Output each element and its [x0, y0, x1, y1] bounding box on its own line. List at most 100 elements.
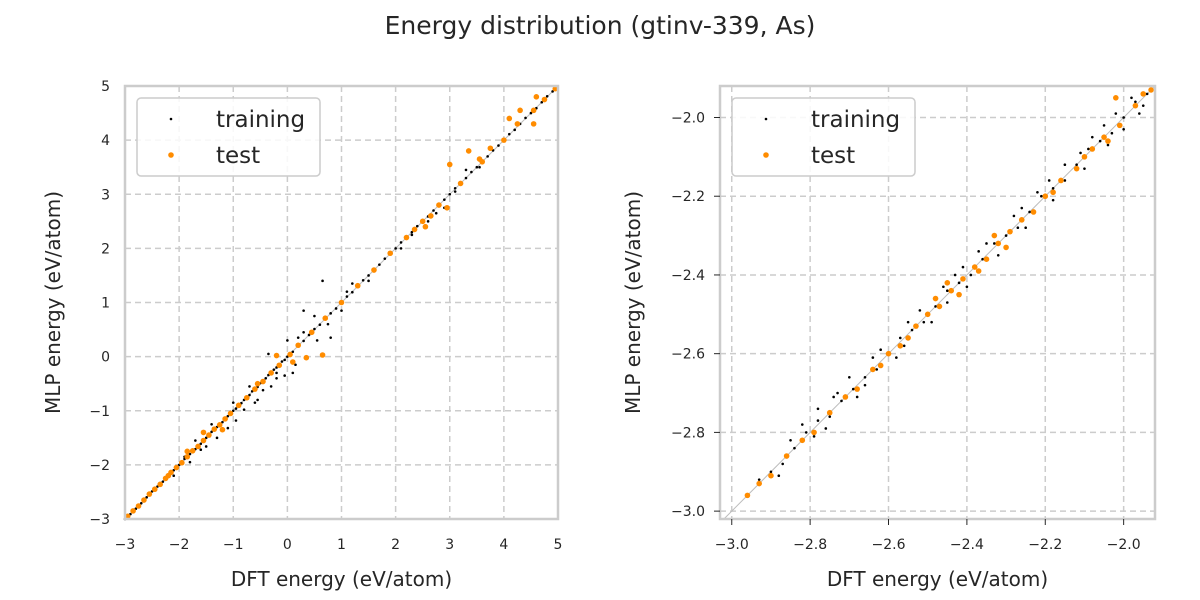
legend-label-training: training	[216, 107, 305, 133]
test-point	[744, 492, 751, 499]
y-axis-label: MLP energy (eV/atom)	[41, 191, 65, 414]
y-tick-label: 4	[101, 133, 110, 149]
y-tick-label: 5	[101, 79, 110, 95]
test-point	[811, 429, 817, 436]
training-point	[410, 230, 414, 234]
legend-marker-training	[169, 117, 173, 121]
test-point	[530, 121, 537, 127]
training-point	[1079, 151, 1082, 155]
test-point	[854, 386, 860, 392]
training-point	[524, 116, 527, 120]
y-tick-label: −2.0	[671, 110, 705, 126]
training-point	[351, 290, 354, 294]
test-point	[1140, 91, 1147, 97]
test-point	[403, 234, 410, 241]
y-tick-label: 1	[101, 296, 110, 312]
training-point	[851, 387, 855, 391]
training-point	[318, 323, 322, 326]
training-point	[816, 407, 820, 411]
training-point	[383, 257, 387, 260]
training-point	[188, 452, 192, 456]
y-tick-label: 0	[101, 350, 110, 366]
training-point	[470, 170, 473, 174]
training-point	[1063, 163, 1067, 167]
training-point	[226, 414, 230, 418]
training-point	[1138, 112, 1141, 115]
training-point	[1036, 190, 1039, 194]
y-tick-label: −2.4	[671, 268, 705, 284]
test-point	[243, 394, 250, 401]
training-point	[1047, 179, 1051, 182]
training-point	[969, 273, 973, 277]
training-point	[777, 474, 781, 478]
test-point	[268, 370, 274, 376]
test-point	[252, 386, 258, 392]
training-point	[394, 247, 397, 250]
test-point	[1116, 122, 1123, 129]
training-point	[199, 442, 203, 446]
training-point	[789, 438, 792, 442]
training-point	[194, 439, 197, 442]
y-tick-label: −2.2	[671, 189, 705, 205]
training-point	[313, 327, 316, 331]
training-point	[275, 371, 278, 375]
test-point	[444, 204, 450, 211]
test-point	[975, 268, 982, 274]
training-point	[199, 448, 203, 452]
training-point	[961, 265, 965, 269]
test-point	[124, 513, 131, 520]
training-point	[486, 155, 489, 158]
x-tick-label: 5	[554, 537, 563, 553]
training-point	[399, 247, 403, 250]
plot-frame	[123, 84, 560, 521]
training-point	[345, 295, 349, 298]
training-point	[280, 360, 284, 363]
training-point	[1090, 135, 1094, 139]
test-point	[1007, 228, 1013, 235]
test-point	[476, 156, 483, 162]
test-point	[354, 282, 361, 289]
x-tick-label: −2.8	[793, 537, 827, 553]
y-tick-label: −3.0	[671, 504, 705, 520]
legend: training test	[136, 97, 321, 177]
test-point	[1003, 244, 1009, 251]
training-point	[513, 128, 516, 132]
test-point	[768, 472, 774, 479]
test-point	[322, 315, 329, 321]
test-point	[514, 121, 521, 127]
test-point	[932, 295, 939, 302]
training-point	[930, 320, 933, 324]
test-point	[260, 378, 266, 385]
training-point	[367, 279, 370, 283]
training-point	[464, 176, 468, 180]
test-point	[273, 352, 280, 359]
test-point	[184, 448, 191, 455]
x-tick-label: 1	[337, 537, 346, 553]
test-point	[506, 115, 513, 122]
chart-right: −3.0 −2.8 −2.6 −2.4 −2.2 −2.0 −3.0 −2.8 −2.6 −2.4…	[621, 84, 1157, 591]
test-point	[428, 213, 434, 219]
training-point	[898, 336, 902, 340]
test-point	[235, 402, 242, 409]
test-point	[1050, 189, 1056, 196]
training-point	[828, 415, 832, 418]
training-point	[1122, 116, 1125, 119]
test-point	[295, 342, 302, 349]
training-point	[1134, 100, 1137, 104]
legend-label-test: test	[811, 143, 855, 169]
test-point	[1113, 95, 1119, 101]
training-point	[1087, 147, 1090, 151]
test-point	[422, 223, 429, 230]
test-point	[1105, 138, 1111, 144]
training-point	[253, 401, 257, 404]
test-point	[948, 287, 955, 294]
test-point	[1101, 134, 1107, 140]
training-point	[793, 446, 796, 450]
test-point	[457, 180, 464, 187]
test-point	[870, 366, 876, 373]
training-point	[340, 309, 343, 312]
test-point	[533, 94, 540, 100]
test-point	[991, 232, 998, 239]
test-point	[173, 464, 180, 471]
training-point	[475, 165, 479, 169]
